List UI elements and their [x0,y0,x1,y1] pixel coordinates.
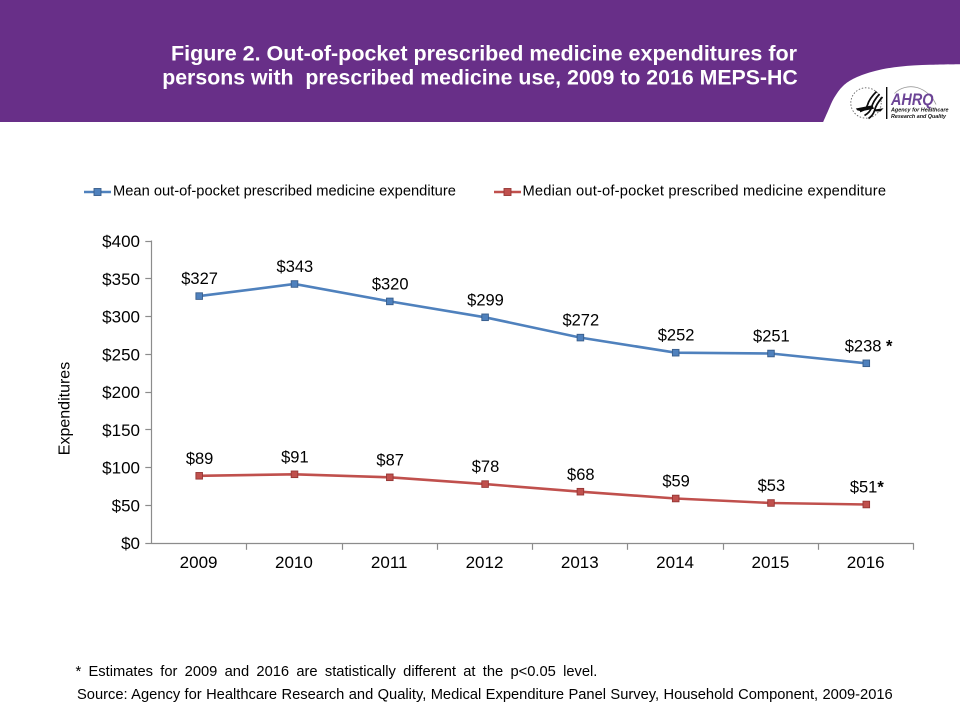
svg-text:$252: $252 [658,327,695,345]
svg-text:Median out-of-pocket prescribe: Median out-of-pocket prescribed medicine… [523,184,887,200]
svg-text:$59: $59 [662,473,690,491]
svg-text:$51*: $51* [850,479,885,497]
svg-text:$68: $68 [567,466,595,484]
svg-text:$50: $50 [112,496,140,515]
svg-text:$78: $78 [472,458,500,476]
svg-text:$343: $343 [277,258,314,276]
svg-text:persons with prescribed medic: persons with prescribed medicine use, 20… [162,66,798,90]
svg-text:Agency for Healthcare: Agency for Healthcare [890,107,949,113]
svg-text:2015: 2015 [751,553,789,572]
svg-text:$100: $100 [102,459,140,478]
svg-text:2011: 2011 [371,553,408,572]
svg-text:$327: $327 [181,270,218,288]
svg-text:$89: $89 [186,450,214,468]
svg-text:2012: 2012 [466,553,504,572]
svg-text:$150: $150 [102,421,140,440]
svg-text:$0: $0 [121,534,140,553]
svg-text:AHRQ: AHRQ [890,91,934,109]
svg-text:$350: $350 [102,270,140,289]
svg-text:$299: $299 [467,291,504,309]
svg-text:* Estimates for 2009 and 2016: * Estimates for 2009 and 2016 are statis… [76,664,598,680]
svg-text:2010: 2010 [275,553,313,572]
svg-text:$272: $272 [562,312,599,330]
svg-text:$91: $91 [281,448,309,466]
svg-text:2014: 2014 [656,553,694,572]
svg-text:$200: $200 [102,383,140,402]
svg-text:$300: $300 [102,308,140,327]
svg-text:$320: $320 [372,275,409,293]
svg-text:$251: $251 [753,328,790,346]
svg-text:Mean out-of-pocket prescribed: Mean out-of-pocket prescribed medicine e… [113,184,456,200]
svg-text:Research and Quality: Research and Quality [891,114,946,120]
svg-text:2016: 2016 [847,553,885,572]
svg-text:$238 *: $238 * [845,337,893,355]
svg-text:2013: 2013 [561,553,599,572]
svg-text:$250: $250 [102,345,140,364]
svg-text:Figure 2. Out-of-pocket prescr: Figure 2. Out-of-pocket prescribed medic… [171,42,798,66]
svg-text:Source: Agency for Healthcare: Source: Agency for Healthcare Research a… [77,687,893,703]
svg-text:$53: $53 [758,477,786,495]
svg-text:2009: 2009 [180,553,218,572]
svg-text:$400: $400 [102,232,140,251]
svg-text:$87: $87 [376,451,404,469]
svg-text:Expenditures: Expenditures [57,362,74,455]
